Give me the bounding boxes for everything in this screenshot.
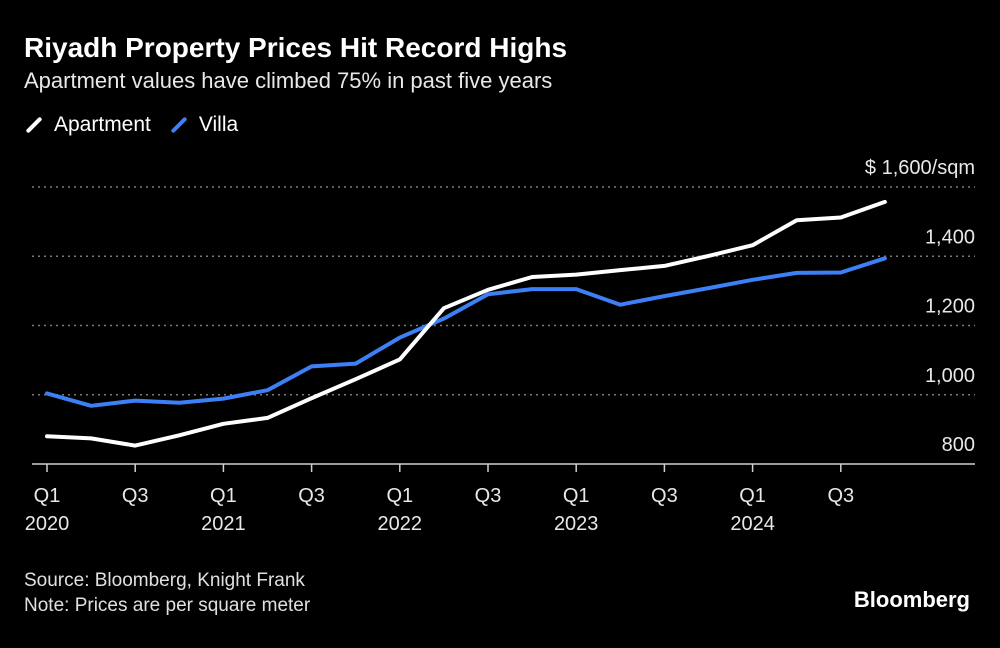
chart-subtitle: Apartment values have climbed 75% in pas… (24, 68, 553, 93)
x-tick-label: Q3 (827, 485, 854, 507)
x-tick-label: Q3 (122, 485, 149, 507)
legend-item-apartment: Apartment (24, 113, 151, 137)
x-tick-label: Q1 (210, 485, 237, 507)
x-year-label: 2024 (730, 513, 775, 535)
footer: Source: Bloomberg, Knight Frank Note: Pr… (24, 568, 310, 618)
prices-note: Note: Prices are per square meter (24, 595, 311, 616)
series-line-villa (45, 256, 887, 408)
x-tick-label: Q1 (739, 485, 766, 507)
series-layer (45, 199, 887, 448)
x-year-label: 2023 (554, 513, 599, 535)
x-tick-label: Q3 (475, 485, 502, 507)
series-line-apartment (45, 199, 887, 448)
legend-item-villa: Villa (169, 113, 238, 137)
legend: Apartment Villa (24, 113, 256, 137)
source-note: Source: Bloomberg, Knight Frank (24, 570, 305, 591)
grid-layer (32, 186, 975, 396)
x-tick-label: Q3 (651, 485, 678, 507)
legend-label-apartment: Apartment (54, 113, 151, 136)
y-tick-label: 1,200 (925, 296, 975, 318)
chart-title: Riyadh Property Prices Hit Record Highs (24, 32, 568, 63)
x-axis (32, 463, 975, 472)
x-tick-label: Q1 (386, 485, 413, 507)
x-year-label: 2021 (201, 513, 246, 535)
y-tick-label: 800 (942, 434, 975, 456)
x-year-label: 2022 (378, 513, 423, 535)
y-unit-label: $ 1,600/sqm (865, 157, 975, 179)
bloomberg-logo: Bloomberg (853, 587, 970, 612)
x-tick-label: Q1 (34, 485, 61, 507)
legend-label-villa: Villa (198, 113, 239, 136)
y-tick-label: 1,400 (925, 226, 975, 248)
y-tick-label: 1,000 (925, 365, 975, 387)
axis-labels: $ 1,600/sqm 800 1,000 1,200 1,400 Q1 2020 Q3 Q1 2… (25, 157, 975, 535)
x-year-label: 2020 (25, 513, 70, 535)
x-tick-label: Q3 (298, 485, 325, 507)
x-tick-label: Q1 (563, 485, 590, 507)
